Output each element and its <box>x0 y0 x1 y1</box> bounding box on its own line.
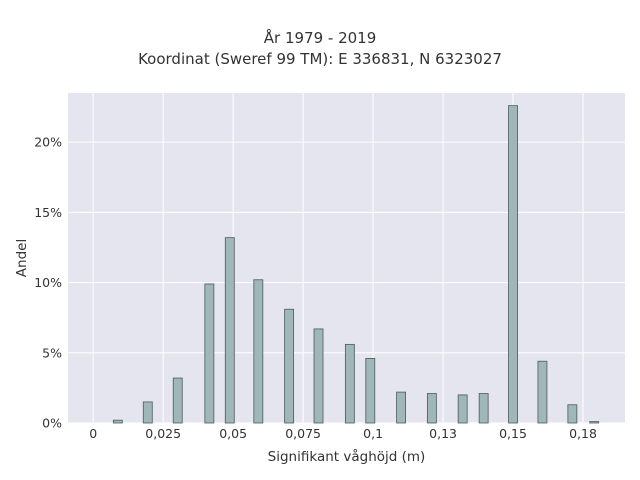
x-tick-label: 0 <box>89 426 97 441</box>
histogram-bar <box>426 393 437 424</box>
x-tick-label: 0,1 <box>363 426 383 441</box>
x-tick-label: 0,13 <box>429 426 457 441</box>
y-tick-label: 20% <box>34 135 62 150</box>
histogram-bar <box>396 391 406 424</box>
histogram-bar <box>567 404 578 424</box>
x-tick-label: 0,18 <box>569 426 597 441</box>
histogram-bar <box>284 308 295 424</box>
x-tick-label: 0,025 <box>145 426 181 441</box>
y-axis-label: Andel <box>14 239 30 277</box>
chart-subtitle: Koordinat (Sweref 99 TM): E 336831, N 63… <box>138 50 502 68</box>
bars <box>112 105 600 424</box>
histogram-bar <box>589 421 600 424</box>
y-tick-label: 0% <box>42 416 62 431</box>
histogram-bar <box>457 394 468 424</box>
histogram-bar <box>365 358 376 424</box>
x-axis-label: Signifikant våghöjd (m) <box>268 448 426 465</box>
y-axis-ticks: 0% 5% 10% 15% 20% <box>34 135 62 431</box>
x-axis-ticks: 0 0,025 0,05 0,075 0,1 0,13 0,15 0,18 <box>89 426 597 441</box>
y-tick-label: 10% <box>34 275 62 290</box>
histogram-bar <box>224 237 235 424</box>
histogram-bar <box>172 377 183 424</box>
histogram-bar <box>537 360 548 424</box>
x-tick-label: 0,15 <box>499 426 527 441</box>
histogram-bar <box>112 419 123 424</box>
histogram-bar <box>508 105 518 424</box>
histogram-bar <box>142 401 153 424</box>
chart-title: År 1979 - 2019 <box>263 29 377 47</box>
histogram-bar <box>344 343 355 424</box>
histogram-bar <box>204 283 215 424</box>
histogram-bar <box>313 328 324 424</box>
y-tick-label: 5% <box>42 345 62 360</box>
histogram-bar <box>478 393 489 424</box>
x-tick-label: 0,075 <box>285 426 321 441</box>
y-tick-label: 15% <box>34 205 62 220</box>
x-tick-label: 0,05 <box>219 426 247 441</box>
histogram-bar <box>253 279 264 424</box>
